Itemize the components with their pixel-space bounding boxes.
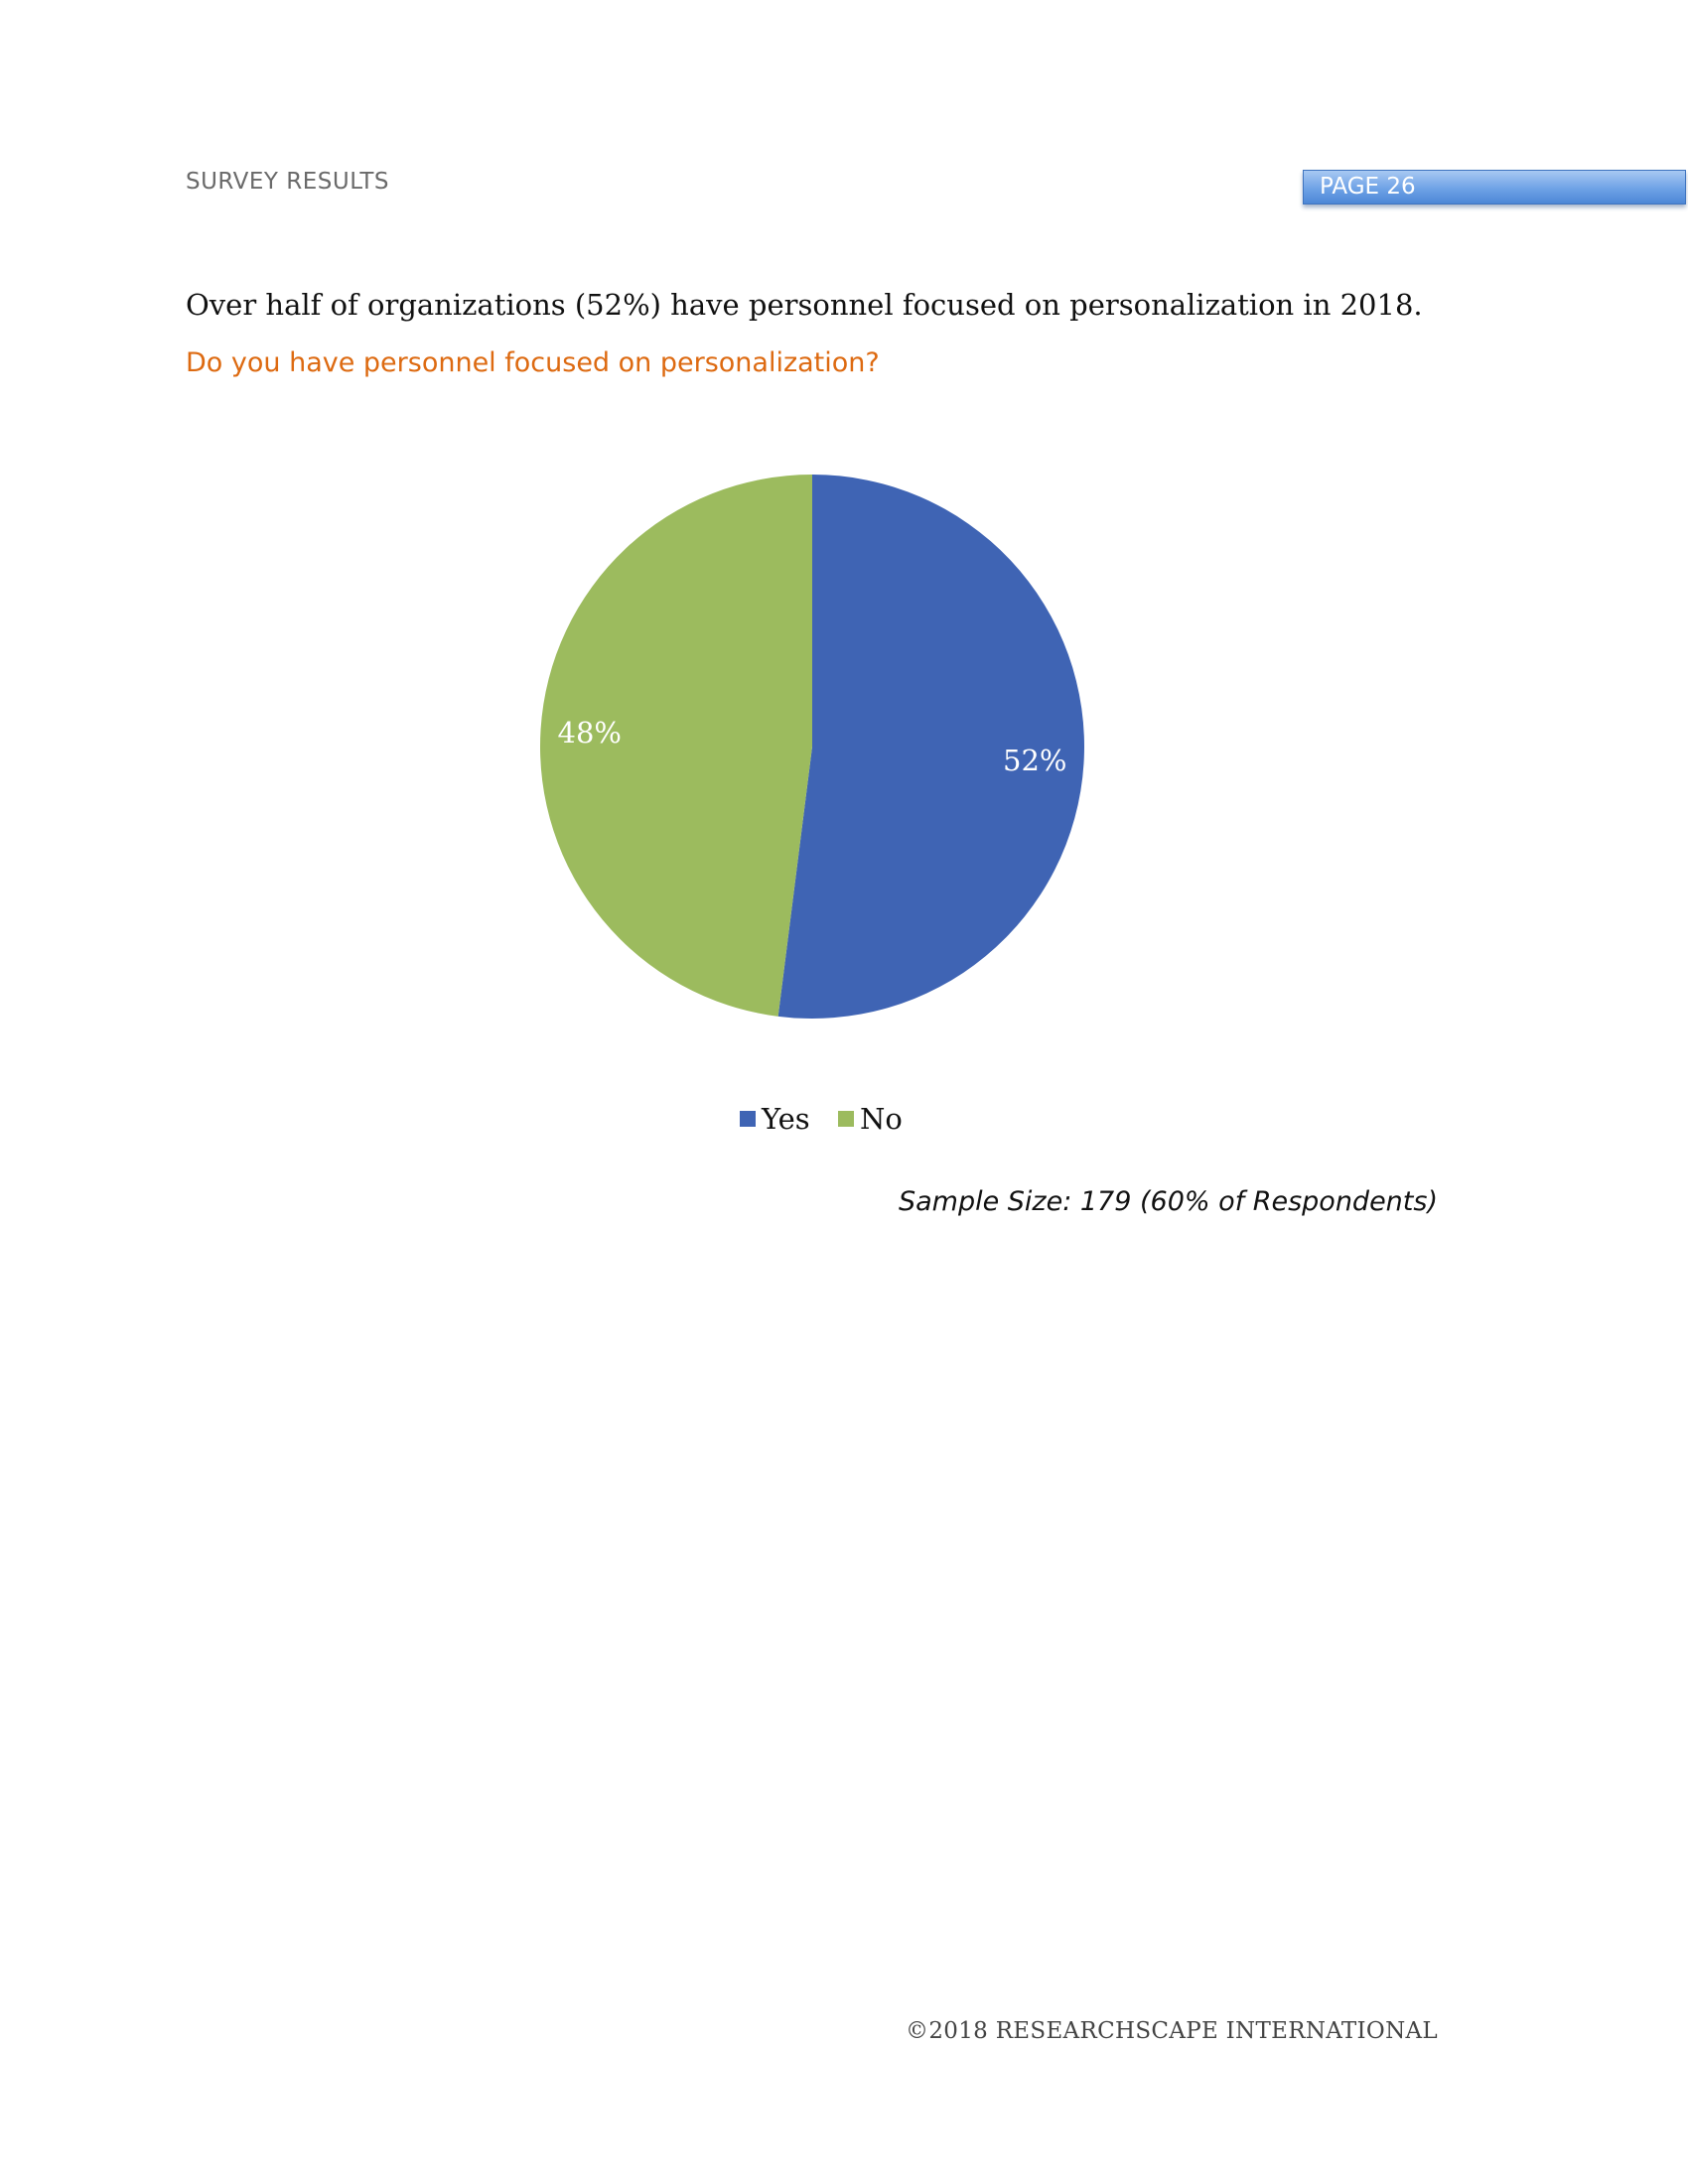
page-number-label: PAGE 26 [1320,174,1416,200]
data-label-no: 48% [558,716,622,750]
pie-data-labels: 52% 48% [558,716,1067,777]
sample-size-note: Sample Size: 179 (60% of Respondents) [898,1186,1438,1217]
pie-slice-yes [777,475,1084,1020]
headline: Over half of organizations (52%) have pe… [186,288,1423,322]
legend-label-no: No [860,1102,903,1136]
page-number-tab: PAGE 26 [1303,170,1686,205]
legend-swatch-yes [740,1111,756,1127]
copyright-footer: ©2018 RESEARCHSCAPE INTERNATIONAL [906,2018,1438,2044]
section-label: SURVEY RESULTS [186,169,390,195]
data-label-yes: 52% [1003,744,1066,777]
legend-swatch-no [838,1111,854,1127]
legend-label-yes: Yes [761,1102,810,1136]
pie-chart: 52% 48% Yes No [539,475,1084,1136]
chart-legend: Yes No [740,1102,903,1136]
survey-question: Do you have personnel focused on persona… [186,347,880,378]
pie-slices [539,475,1084,1020]
pie-slice-no [539,475,812,1017]
